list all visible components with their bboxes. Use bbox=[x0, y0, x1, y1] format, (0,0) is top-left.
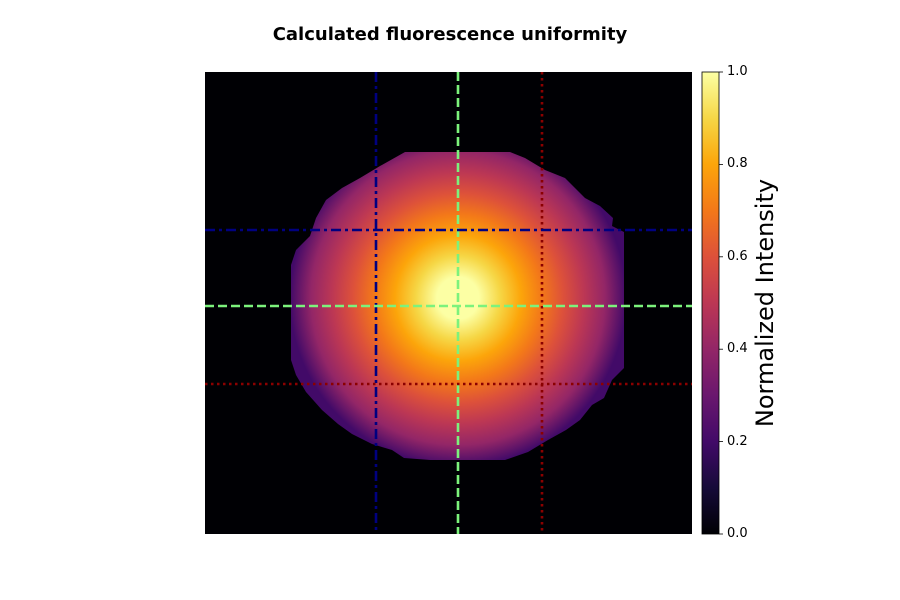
chart-title: Calculated fluorescence uniformity bbox=[272, 24, 628, 45]
colorbar-tick-label-5: 1.0 bbox=[727, 64, 748, 79]
colorbar-label: Normalized Intensity bbox=[751, 178, 779, 428]
colorbar-tick-label-3: 0.6 bbox=[727, 248, 748, 264]
colorbar-ticks bbox=[719, 71, 723, 535]
colorbar-tick-label-0: 0.0 bbox=[727, 526, 748, 541]
colorbar-tick-label-4: 0.8 bbox=[727, 156, 748, 172]
colorbar bbox=[701, 71, 720, 535]
heatmap-image bbox=[205, 72, 692, 534]
colorbar-tick-label-2: 0.4 bbox=[727, 341, 748, 357]
colorbar-tick-label-1: 0.2 bbox=[727, 433, 748, 449]
